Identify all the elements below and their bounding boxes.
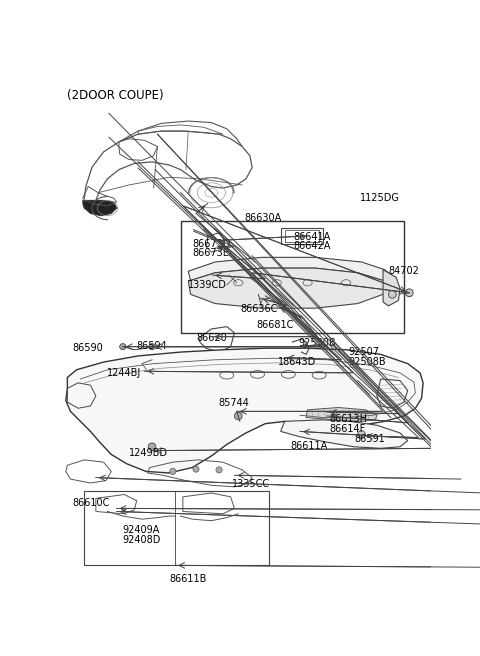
Circle shape bbox=[148, 443, 156, 451]
Text: 86613H: 86613H bbox=[329, 415, 367, 424]
Polygon shape bbox=[188, 268, 394, 308]
Circle shape bbox=[149, 344, 155, 350]
Text: 86594: 86594 bbox=[136, 340, 167, 350]
Text: 86611A: 86611A bbox=[290, 441, 327, 451]
Circle shape bbox=[234, 412, 242, 420]
Polygon shape bbox=[383, 270, 400, 306]
Text: 1339CD: 1339CD bbox=[188, 281, 227, 291]
Text: 86611B: 86611B bbox=[169, 574, 206, 584]
Text: 86591: 86591 bbox=[355, 434, 385, 443]
Circle shape bbox=[388, 291, 396, 298]
Text: (2DOOR COUPE): (2DOOR COUPE) bbox=[67, 89, 164, 102]
Circle shape bbox=[170, 468, 176, 474]
Text: 92408D: 92408D bbox=[123, 535, 161, 545]
Text: 86636C: 86636C bbox=[240, 304, 278, 314]
Polygon shape bbox=[66, 348, 423, 473]
Bar bbox=[285, 230, 319, 242]
Circle shape bbox=[358, 430, 365, 438]
Polygon shape bbox=[281, 420, 408, 448]
Bar bbox=[180, 221, 404, 333]
Text: 86610C: 86610C bbox=[72, 499, 109, 508]
Text: 92530B: 92530B bbox=[299, 338, 336, 348]
Text: 86590: 86590 bbox=[72, 343, 103, 353]
Polygon shape bbox=[83, 200, 117, 216]
Circle shape bbox=[406, 289, 413, 297]
Text: 86641A: 86641A bbox=[294, 232, 331, 242]
Text: 1335CC: 1335CC bbox=[232, 479, 270, 489]
Text: 92508B: 92508B bbox=[348, 358, 386, 367]
Text: 18643D: 18643D bbox=[278, 357, 317, 367]
Text: 86673E: 86673E bbox=[192, 248, 229, 258]
Text: 86620: 86620 bbox=[196, 333, 227, 343]
Text: 86681C: 86681C bbox=[256, 319, 293, 330]
Circle shape bbox=[290, 349, 298, 357]
Text: 86673D: 86673D bbox=[192, 239, 230, 249]
Text: 86614F: 86614F bbox=[329, 424, 365, 434]
Circle shape bbox=[120, 344, 126, 350]
Text: 1244BJ: 1244BJ bbox=[108, 368, 142, 379]
Bar bbox=[84, 491, 269, 565]
Text: 1249BD: 1249BD bbox=[129, 447, 168, 457]
Text: 86642A: 86642A bbox=[294, 241, 331, 251]
Bar bbox=[278, 352, 317, 366]
Circle shape bbox=[207, 264, 217, 275]
Text: 1125DG: 1125DG bbox=[360, 193, 400, 203]
Polygon shape bbox=[306, 407, 377, 421]
Text: 85744: 85744 bbox=[218, 398, 249, 408]
Circle shape bbox=[209, 267, 215, 272]
Polygon shape bbox=[188, 257, 396, 287]
Text: 86630A: 86630A bbox=[244, 213, 282, 224]
Circle shape bbox=[193, 466, 199, 472]
Circle shape bbox=[216, 467, 222, 473]
Text: 92507: 92507 bbox=[348, 348, 379, 358]
Text: 92409A: 92409A bbox=[123, 525, 160, 535]
Text: 84702: 84702 bbox=[388, 266, 420, 276]
